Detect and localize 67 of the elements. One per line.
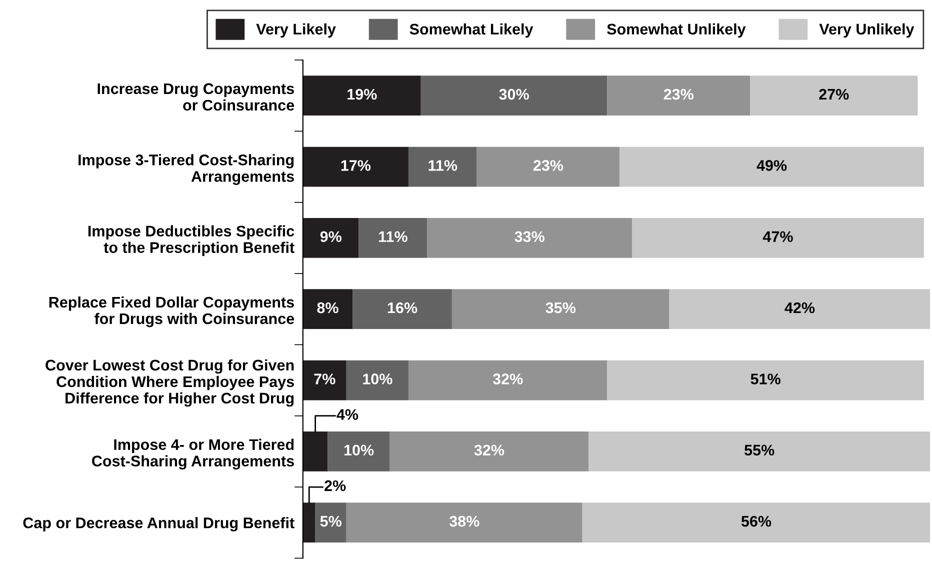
data-label: 38% — [449, 516, 480, 527]
data-label: 8% — [317, 302, 338, 314]
data-label: 55% — [744, 444, 774, 456]
legend-label: Very Unlikely — [819, 23, 914, 38]
data-label: 32% — [474, 444, 504, 456]
bar — [427, 218, 632, 258]
y-tick-label: Impose 3-Tiered Cost-Sharing Arrangements — [78, 154, 294, 185]
y-tick-label: Cover Lowest Cost Drug for Given Condition Where Employee Pays Difference for Higher Cost Drug — [46, 359, 294, 407]
y-tick-label: Impose Deductibles Specific to the Prescription Benefit — [88, 225, 294, 256]
bar — [408, 360, 608, 400]
bar — [620, 146, 924, 187]
bar — [302, 146, 408, 187]
y-tick-label: Increase Drug Copayments or Coinsurance — [98, 83, 294, 111]
data-label: 11% — [428, 160, 458, 171]
data-label: 5% — [320, 516, 342, 527]
data-label: 49% — [756, 160, 787, 171]
bar — [358, 218, 428, 258]
y-tick-label: Cap or Decrease Annual Drug Benefit — [23, 517, 294, 532]
bar — [452, 289, 670, 330]
legend-label: Somewhat Likely — [410, 23, 534, 38]
data-label: 11% — [379, 231, 408, 242]
data-label: 7% — [314, 374, 336, 384]
bar — [328, 432, 390, 472]
bar — [476, 146, 620, 187]
legend-label: Very Likely — [256, 23, 336, 38]
bar — [302, 76, 421, 116]
bar — [420, 76, 608, 116]
bar — [750, 76, 918, 116]
bar — [315, 502, 346, 543]
data-label: 56% — [741, 516, 772, 527]
data-label: 10% — [363, 374, 392, 384]
bar — [607, 360, 924, 400]
data-label: 35% — [546, 302, 576, 314]
data-label: 2% — [324, 480, 346, 492]
data-label: 10% — [344, 444, 374, 456]
y-tick-label: Replace Fixed Dollar Copayments for Drugs with Coinsurance — [49, 296, 294, 328]
data-label: 30% — [499, 88, 529, 100]
bar — [346, 502, 582, 543]
data-label: 27% — [819, 88, 849, 100]
y-tick-label: Impose 4- or More Tiered Cost-Sharing Arrangements — [92, 438, 294, 470]
bar — [302, 218, 359, 258]
data-label: 32% — [492, 374, 523, 384]
bar — [408, 146, 477, 187]
data-label: 17% — [341, 160, 371, 171]
data-label: 51% — [750, 374, 780, 384]
data-label: 23% — [533, 160, 564, 171]
data-label: 9% — [320, 231, 342, 242]
data-label: 19% — [348, 88, 377, 100]
bar — [302, 360, 346, 400]
data-label: 33% — [514, 231, 544, 242]
bar — [302, 502, 316, 543]
bar — [582, 502, 930, 543]
bar — [632, 218, 924, 258]
bar — [588, 432, 930, 472]
data-label: 23% — [664, 88, 694, 100]
bar — [390, 432, 589, 472]
data-label: 42% — [784, 302, 815, 314]
bar — [302, 289, 353, 330]
legend-label: Somewhat Unlikely — [607, 23, 746, 38]
bar — [352, 289, 452, 330]
bar — [607, 76, 750, 116]
bar — [669, 289, 930, 330]
bar — [302, 432, 328, 472]
bar — [346, 360, 408, 400]
data-label: 47% — [762, 231, 793, 242]
data-label: 4% — [336, 409, 358, 420]
data-label: 16% — [388, 302, 418, 314]
